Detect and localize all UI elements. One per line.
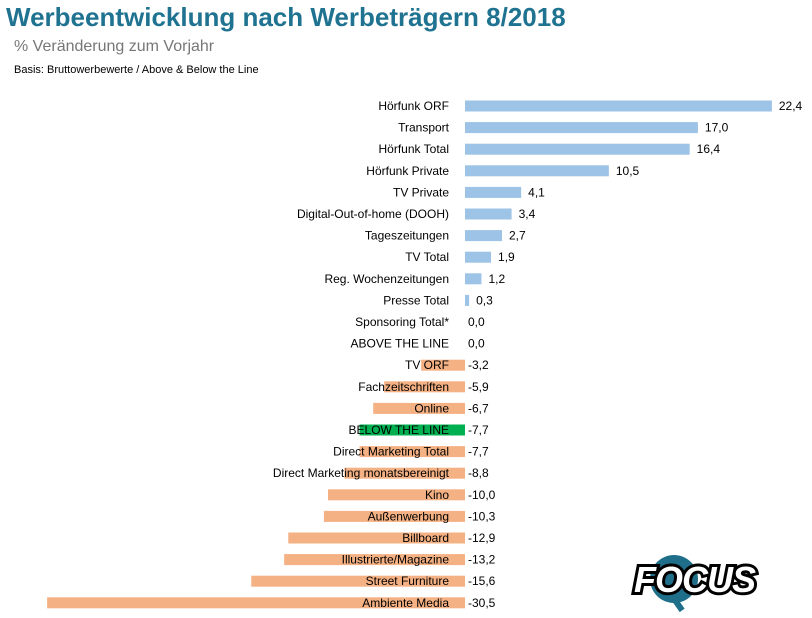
bar-tv-orf xyxy=(421,359,465,371)
category-label-tv-orf: TV ORF xyxy=(405,358,449,372)
category-label-street-furniture: Street Furniture xyxy=(366,574,450,588)
category-label-ambiente-media: Ambiente Media xyxy=(362,596,449,610)
bar-hörfunk-orf xyxy=(465,100,772,112)
value-label-street-furniture: -15,6 xyxy=(468,574,496,588)
value-label-tv-total: 1,9 xyxy=(498,250,515,264)
category-label-außenwerbung: Außenwerbung xyxy=(368,509,449,523)
value-label-tageszeitungen: 2,7 xyxy=(509,229,526,243)
value-label-kino: -10,0 xyxy=(468,488,496,502)
bar-außenwerbung xyxy=(323,510,465,522)
chart-subtitle: % Veränderung zum Vorjahr xyxy=(14,38,215,55)
value-label-außenwerbung: -10,3 xyxy=(468,509,496,523)
bar-tv-private xyxy=(465,186,522,198)
category-label-online: Online xyxy=(414,401,449,415)
category-label-presse-total: Presse Total xyxy=(383,293,449,307)
value-label-below-the-line: -7,7 xyxy=(468,423,489,437)
category-label-reg-wochenzeitungen: Reg. Wochenzeitungen xyxy=(324,272,449,286)
category-label-tv-total: TV Total xyxy=(405,250,449,264)
logo-text: FOCUS xyxy=(634,559,756,600)
category-label-below-the-line: BELOW THE LINE xyxy=(349,423,449,437)
bar-tageszeitungen xyxy=(465,230,502,242)
category-label-kino: Kino xyxy=(425,488,449,502)
category-label-tv-private: TV Private xyxy=(393,185,449,199)
category-label-direct-marketing-monatsbereinigt: Direct Marketing monatsbereinigt xyxy=(273,466,450,480)
bar-below-the-line xyxy=(359,424,465,436)
category-label-transport: Transport xyxy=(398,121,450,135)
value-label-transport: 17,0 xyxy=(705,121,729,135)
value-label-illustrierte-magazine: -13,2 xyxy=(468,553,496,567)
value-label-reg-wochenzeitungen: 1,2 xyxy=(488,272,505,286)
logo-handle-icon xyxy=(669,593,685,613)
value-label-tv-private: 4,1 xyxy=(528,185,545,199)
bar-hörfunk-total xyxy=(465,143,690,155)
bar-street-furniture xyxy=(251,575,465,587)
chart-basis-note: Basis: Bruttowerbewerte / Above & Below … xyxy=(14,64,259,76)
value-label-online: -6,7 xyxy=(468,401,489,415)
value-label-above-the-line: 0,0 xyxy=(468,337,485,351)
category-label-digital-out-of-home-dooh: Digital-Out-of-home (DOOH) xyxy=(297,207,449,221)
value-label-billboard: -12,9 xyxy=(468,531,496,545)
category-label-illustrierte-magazine: Illustrierte/Magazine xyxy=(342,553,450,567)
category-label-hörfunk-orf: Hörfunk ORF xyxy=(378,99,449,113)
value-label-tv-orf: -3,2 xyxy=(468,358,489,372)
value-label-direct-marketing-monatsbereinigt: -8,8 xyxy=(468,466,489,480)
category-label-direct-marketing-total: Direct Marketing Total xyxy=(333,445,449,459)
focus-logo: FOCUS xyxy=(631,555,760,613)
chart-title: Werbeentwicklung nach Werbeträgern 8/201… xyxy=(6,2,566,32)
value-label-hörfunk-total: 16,4 xyxy=(697,142,721,156)
value-label-hörfunk-orf: 22,4 xyxy=(779,99,803,113)
value-label-direct-marketing-total: -7,7 xyxy=(468,445,489,459)
value-label-ambiente-media: -30,5 xyxy=(468,596,496,610)
bar-direct-marketing-monatsbereinigt xyxy=(344,467,465,479)
bar-fachzeitschriften xyxy=(384,381,465,393)
bar-billboard xyxy=(288,532,465,544)
category-label-tageszeitungen: Tageszeitungen xyxy=(365,229,449,243)
bar-ambiente-media xyxy=(47,597,466,609)
category-label-hörfunk-total: Hörfunk Total xyxy=(379,142,449,156)
bar-digital-out-of-home-dooh xyxy=(465,208,512,220)
value-label-fachzeitschriften: -5,9 xyxy=(468,380,489,394)
category-label-sponsoring-total: Sponsoring Total* xyxy=(355,315,449,329)
bar-illustrierte-magazine xyxy=(284,554,465,566)
value-label-presse-total: 0,3 xyxy=(476,293,493,307)
bar-reg-wochenzeitungen xyxy=(465,273,482,285)
bar-kino xyxy=(328,489,465,501)
value-label-digital-out-of-home-dooh: 3,4 xyxy=(519,207,536,221)
value-label-hörfunk-private: 10,5 xyxy=(616,164,640,178)
logo-lens-icon xyxy=(650,555,698,603)
bar-tv-total xyxy=(465,251,492,263)
category-label-above-the-line: ABOVE THE LINE xyxy=(351,337,449,351)
bar-online xyxy=(373,402,465,414)
bar-hörfunk-private xyxy=(465,165,609,177)
bar-direct-marketing-total xyxy=(359,446,465,458)
value-label-sponsoring-total: 0,0 xyxy=(468,315,485,329)
category-label-fachzeitschriften: Fachzeitschriften xyxy=(358,380,449,394)
bar-transport xyxy=(465,122,698,134)
category-label-billboard: Billboard xyxy=(402,531,449,545)
category-label-hörfunk-private: Hörfunk Private xyxy=(366,164,449,178)
bar-presse-total xyxy=(465,294,470,306)
